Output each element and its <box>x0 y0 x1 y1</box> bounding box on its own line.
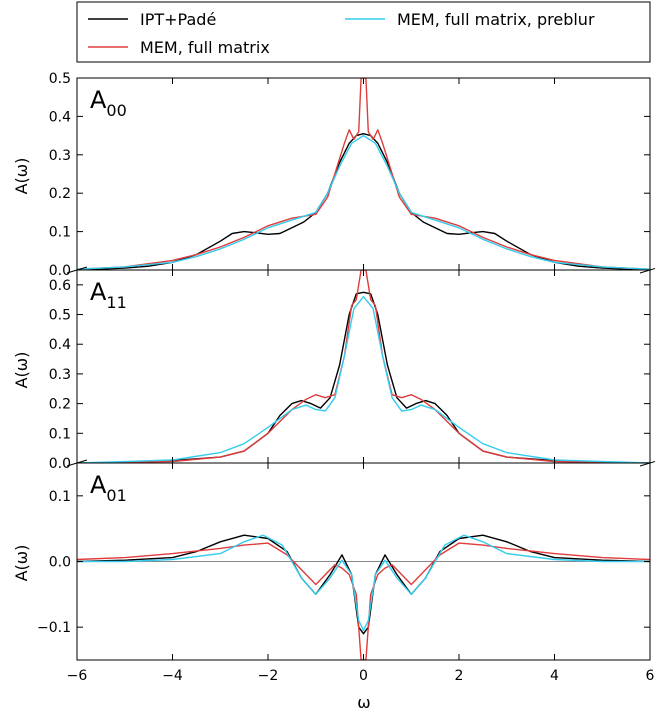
panel-title-A01: A01 <box>90 471 127 505</box>
series-group <box>77 270 650 463</box>
series-line-A01-mem-full-matrix <box>77 542 650 660</box>
panel-frame-A00 <box>76 77 651 271</box>
y-tick-label: 0.4 <box>49 109 71 125</box>
series-line-A00-ipt-pad- <box>77 133 650 270</box>
panel-title-sub: 01 <box>106 486 126 505</box>
y-tick-label: 0.0 <box>49 263 71 279</box>
panel-A11: 0.0 0.1 0.2 0.3 0.4 0.5 0.6 A11 A(ω) <box>12 266 655 472</box>
y-tick-label: 0.2 <box>49 186 71 202</box>
panel-A00: 0.0 0.1 0.2 0.3 0.4 0.5 A00 A(ω) <box>12 71 651 279</box>
series-layer: −0.1 0.0 0.1 −6 −4 −2 0 2 4 6 <box>37 459 655 684</box>
series-line-A00-mem-full-matrix-preblur <box>77 134 650 270</box>
y-tick-label: 0.2 <box>49 397 71 413</box>
legend-label-mem: MEM, full matrix <box>140 38 270 57</box>
panel-title-main: A <box>90 278 107 306</box>
series-line-A11-ipt-pad- <box>77 291 650 463</box>
panel-title-A11: A11 <box>90 278 127 312</box>
x-tick-label: 2 <box>455 668 464 684</box>
axis-break-right <box>639 267 655 274</box>
legend-label-ipt: IPT+Padé <box>140 10 216 29</box>
y-tick-label: 0.5 <box>49 308 71 324</box>
panel-title-main: A <box>90 86 107 114</box>
x-tick-label: 0 <box>359 668 368 684</box>
panel-frame-A11 <box>76 269 651 464</box>
x-tick-label: −2 <box>258 668 279 684</box>
legend-label-mem-preblur: MEM, full matrix, preblur <box>397 10 595 29</box>
y-tick-label: 0.6 <box>49 278 71 294</box>
series-group <box>77 534 650 660</box>
series-line-A11-mem-full-matrix-preblur <box>77 296 650 463</box>
y-tick-label: 0.1 <box>49 426 71 442</box>
legend: IPT+Padé MEM, full matrix MEM, full matr… <box>76 1 651 63</box>
axis-break-left <box>66 266 88 274</box>
y-axis-label-A00: A(ω) <box>12 158 31 195</box>
panel-A01: −0.1 0.0 0.1 −6 −4 −2 0 2 4 6 A01 A(ω) <box>12 459 655 684</box>
y-tick-label: 0.5 <box>49 71 71 87</box>
series-layer: 0.0 0.1 0.2 0.3 0.4 0.5 0.6 <box>49 266 655 472</box>
y-tick-label: 0.3 <box>49 367 71 383</box>
y-tick-label: −0.1 <box>37 620 71 636</box>
y-tick-label: 0.1 <box>49 489 71 505</box>
series-layer: 0.0 0.1 0.2 0.3 0.4 0.5 <box>49 71 651 279</box>
y-tick-label: 0.0 <box>49 555 71 571</box>
x-tick-label: 4 <box>550 668 559 684</box>
y-axis-label-A11: A(ω) <box>12 352 31 389</box>
panel-title-A00: A00 <box>90 86 127 120</box>
series-line-A01-ipt-pad- <box>77 534 650 635</box>
y-axis-label-A01: A(ω) <box>12 545 31 582</box>
panel-title-sub: 00 <box>106 101 126 120</box>
series-line-A01-mem-full-matrix-preblur <box>77 534 650 632</box>
panel-title-sub: 11 <box>106 293 126 312</box>
y-tick-label: 0.0 <box>49 456 71 472</box>
series-line-A11-mem-full-matrix <box>77 270 650 463</box>
x-axis-label: ω <box>357 693 370 712</box>
y-tick-label: 0.3 <box>49 148 71 164</box>
x-tick-label: −4 <box>162 668 183 684</box>
legend-box <box>76 1 651 63</box>
x-tick-label: −6 <box>67 668 88 684</box>
y-tick-label: 0.4 <box>49 337 71 353</box>
series-line-A00-mem-full-matrix <box>77 78 650 270</box>
series-group <box>77 78 650 270</box>
y-tick-label: 0.1 <box>49 225 71 241</box>
x-tick-label: 6 <box>646 668 655 684</box>
axis-break-right <box>639 460 655 467</box>
panel-title-main: A <box>90 471 107 499</box>
axis-break-left <box>66 459 88 467</box>
